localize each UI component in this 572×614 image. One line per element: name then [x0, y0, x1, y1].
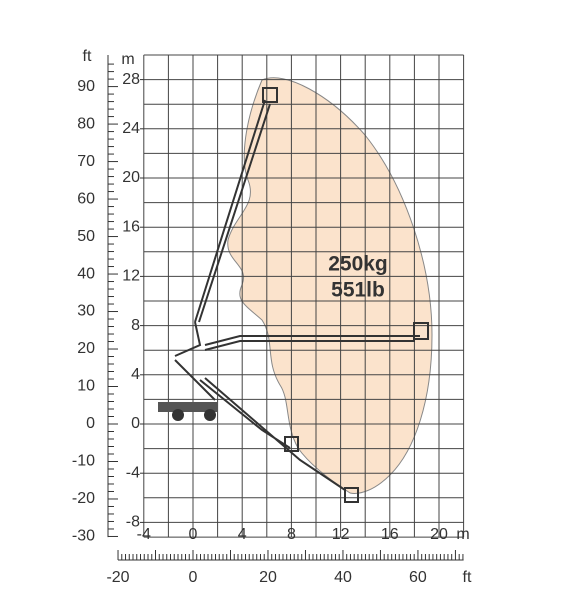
m-tick-label: 0: [131, 415, 140, 432]
machine: [158, 87, 429, 503]
ft-tick-label: 60: [409, 569, 427, 586]
bottom-m-unit: m: [456, 526, 469, 543]
m-tick-label: -4: [137, 526, 151, 543]
ft-tick-label: -10: [72, 453, 95, 470]
ft-tick-label: 20: [259, 569, 277, 586]
load-kg: 250kg: [328, 253, 388, 276]
boom-high: [194, 99, 271, 323]
m-tick-label: 28: [122, 71, 140, 88]
boom-lower: [174, 321, 216, 401]
m-tick-label: 16: [122, 218, 140, 235]
ft-tick-label: 90: [77, 78, 95, 95]
left-ft-unit: ft: [83, 48, 92, 65]
m-tick-label: 12: [122, 268, 140, 285]
ft-tick-label: -20: [106, 569, 129, 586]
chassis: [158, 402, 218, 412]
ft-tick-label: -30: [72, 528, 95, 545]
basket: [262, 87, 278, 103]
ft-tick-label: -20: [72, 490, 95, 507]
m-tick-label: 24: [122, 120, 140, 137]
ft-tick-label: 10: [77, 378, 95, 395]
m-tick-label: 12: [332, 526, 350, 543]
m-tick-label: 8: [287, 526, 296, 543]
boom-low: [199, 377, 346, 491]
ft-tick-label: 0: [86, 415, 95, 432]
ft-tick-label: 20: [77, 340, 95, 357]
bottom-ft-unit: ft: [463, 569, 472, 586]
wheel: [204, 409, 216, 421]
boom-horizontal: [204, 335, 420, 351]
grid: [143, 54, 465, 538]
ft-tick-label: 70: [77, 153, 95, 170]
m-tick-label: 4: [238, 526, 247, 543]
ft-tick-label: 30: [77, 303, 95, 320]
ft-tick-label: 40: [77, 265, 95, 282]
ft-tick-label: 50: [77, 228, 95, 245]
load-lb: 551lb: [331, 279, 385, 302]
ft-tick-label: 80: [77, 115, 95, 132]
ft-tick-label: 40: [334, 569, 352, 586]
wheel: [172, 409, 184, 421]
m-tick-label: 16: [381, 526, 399, 543]
ft-tick-label: 60: [77, 190, 95, 207]
basket: [344, 487, 359, 503]
m-tick-label: -8: [126, 514, 140, 531]
m-tick-label: 0: [189, 526, 198, 543]
m-tick-label: 20: [122, 169, 140, 186]
left-m-unit: m: [121, 51, 134, 68]
ft-tick-label: 0: [189, 569, 198, 586]
m-tick-label: 8: [131, 317, 140, 334]
m-tick-label: 4: [131, 366, 140, 383]
basket: [284, 436, 299, 452]
m-tick-label: 20: [430, 526, 448, 543]
basket: [413, 322, 429, 340]
m-tick-label: -4: [126, 464, 140, 481]
